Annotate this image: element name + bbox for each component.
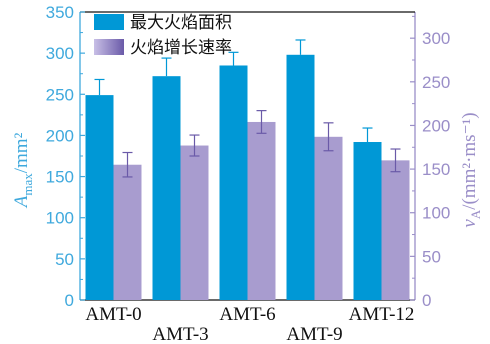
right-axis-label-sub: A xyxy=(468,209,483,219)
right-tick-label: 300 xyxy=(422,29,450,48)
category-axis: AMT-0 AMT-3 AMT-6 AMT-9 AMT-12 xyxy=(85,304,414,344)
right-axis-label: vA/(mm²·ms⁻¹) xyxy=(459,112,483,227)
right-tick-label: 150 xyxy=(422,160,450,179)
left-axis-label-unit: /mm² xyxy=(11,132,32,173)
left-tick-label: 200 xyxy=(46,126,74,145)
left-tick-label: 150 xyxy=(46,168,74,187)
category-label: AMT-6 xyxy=(219,304,275,325)
right-axis: 0 50 100 150 200 250 300 xyxy=(410,15,450,310)
right-axis-label-main: v xyxy=(459,219,480,228)
legend-swatch-flame-growth-rate xyxy=(94,39,124,55)
right-tick-label: 100 xyxy=(422,204,450,223)
legend-label-max-flame-area: 最大火焰面积 xyxy=(130,13,232,33)
bar-flame-growth-rate xyxy=(180,145,209,300)
legend-swatch-max-flame-area xyxy=(94,14,124,30)
bar-max-flame-area xyxy=(85,95,114,300)
bar-flame-growth-rate xyxy=(314,136,343,300)
right-axis-label-unit: /(mm²·ms⁻¹) xyxy=(459,112,480,209)
error-bars-layer xyxy=(94,39,401,178)
category-label: AMT-12 xyxy=(349,304,415,325)
left-axis-label-sub: max xyxy=(20,173,35,196)
bar-max-flame-area xyxy=(152,76,181,300)
bar-flame-growth-rate xyxy=(381,160,410,300)
left-tick-label: 100 xyxy=(46,209,74,228)
bar-max-flame-area xyxy=(286,54,315,300)
left-axis-label-main: A xyxy=(11,195,32,209)
bar-flame-growth-rate xyxy=(113,164,142,300)
category-label: AMT-9 xyxy=(286,324,342,344)
bars-layer xyxy=(85,54,410,300)
legend: 最大火焰面积 火焰增长速率 xyxy=(94,13,232,58)
left-tick-label: 350 xyxy=(46,3,74,22)
right-tick-label: 0 xyxy=(422,291,431,310)
left-tick-label: 0 xyxy=(65,291,74,310)
left-tick-label: 50 xyxy=(55,250,74,269)
category-label: AMT-3 xyxy=(152,324,208,344)
bar-max-flame-area xyxy=(353,142,382,300)
right-tick-label: 250 xyxy=(422,73,450,92)
legend-label-flame-growth-rate: 火焰增长速率 xyxy=(130,38,232,58)
bar-max-flame-area xyxy=(219,65,248,300)
bar-flame-growth-rate xyxy=(247,121,276,300)
right-tick-label: 200 xyxy=(422,116,450,135)
left-tick-label: 250 xyxy=(46,85,74,104)
left-axis-label: Amax/mm² xyxy=(11,132,35,209)
right-tick-label: 50 xyxy=(422,247,441,266)
left-axis: 0 50 100 150 200 250 300 350 xyxy=(46,3,85,310)
left-tick-label: 300 xyxy=(46,44,74,63)
category-label: AMT-0 xyxy=(85,304,141,325)
